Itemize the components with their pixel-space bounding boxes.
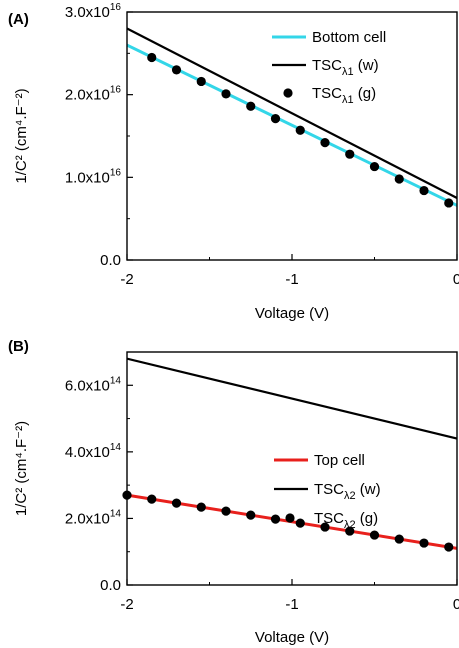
y-tick-exponent: 14 [110,375,122,386]
data-point [444,198,454,208]
legend-entry: TSCλ2 (w) [314,481,381,502]
plot-frame [126,11,458,261]
y-tick-exponent: 16 [110,85,122,96]
y-tick-mantissa: 1.0x10 [65,169,110,186]
x-tick-label: 0 [453,271,459,288]
data-point [246,510,256,520]
data-point [320,522,330,532]
plot-frame [126,351,458,586]
data-point [295,125,305,135]
panel-a: (A)-2 -1 00.01.0x10162.0x10163.0x1016Volta… [8,2,459,322]
data-point [196,76,206,87]
y-tick-label: 0.0 [100,577,121,594]
y-tick-label: 2.0x1016 [65,85,122,104]
data-point [270,114,281,124]
data-point [171,498,182,508]
legend-subscript: λ2 [344,490,356,502]
y-tick-label: 0.0 [100,252,121,269]
legend-suffix: (w) [354,57,379,74]
legend-name: TSC [312,85,342,102]
legend-entry: TSCλ1 (g) [312,85,376,106]
y-tick-label: 1.0x1016 [65,167,122,186]
y-tick-mantissa: 2.0x10 [65,87,110,104]
y-tick-exponent: 16 [110,2,122,13]
y-axis-title: 1/C² (cm⁴.F⁻²) [13,88,30,183]
legend-subscript: λ2 [344,519,356,531]
y-axis-title: 1/C² (cm⁴.F⁻²) [13,421,30,516]
y-tick-label: 4.0x1014 [65,442,122,461]
y-tick-exponent: 14 [110,442,122,453]
legend-subscript: λ1 [342,66,354,78]
x-tick-label: -2 [120,596,133,613]
data-point [246,101,256,111]
y-tick-mantissa: 3.0x10 [65,4,110,21]
data-point [196,502,206,512]
panel-label: (B) [8,338,29,355]
y-tick-label: 2.0x1014 [65,508,122,527]
data-point [369,530,380,540]
x-tick-label: -1 [285,271,298,288]
legend-marker [283,88,293,98]
data-point [147,52,157,63]
series-points-2 [147,52,454,208]
legend-entry: Top cell [314,452,365,469]
data-point [394,174,404,184]
data-point [171,65,182,75]
x-axis-title: Voltage (V) [255,305,329,322]
legend-entry: Bottom cell [312,29,386,46]
panel-label: (A) [8,11,29,28]
legend-suffix: (g) [356,510,379,527]
y-tick-mantissa: 0.0 [100,252,121,269]
legend-name: TSC [314,481,344,498]
data-point [419,185,429,196]
y-tick-exponent: 14 [110,508,122,519]
y-tick-mantissa: 4.0x10 [65,444,110,461]
series-line-1 [126,357,458,440]
x-tick-label: -1 [285,596,298,613]
y-tick-mantissa: 0.0 [100,577,121,594]
y-tick-mantissa: 6.0x10 [65,377,110,394]
legend-name: TSC [312,57,342,74]
legend-suffix: (g) [354,85,377,102]
data-point [221,506,231,516]
data-point [419,538,429,548]
x-tick-label: 0 [453,596,459,613]
y-tick-label: 3.0x1016 [65,2,122,21]
data-point [394,534,404,544]
legend-name: TSC [314,510,344,527]
legend-subscript: λ1 [342,94,354,106]
panel-b: (B)-2 -1 00.02.0x10144.0x10146.0x1014Volta… [8,338,459,646]
legend-entry: TSCλ2 (g) [314,510,378,531]
legend-suffix: (w) [356,481,381,498]
data-point [444,542,454,552]
x-axis-title: Voltage (V) [255,629,329,646]
data-point [270,514,281,524]
data-point [295,518,305,528]
x-tick-label: -2 [120,271,133,288]
legend-entry: TSCλ1 (w) [312,57,379,78]
data-point [345,149,355,159]
data-point [369,161,380,172]
data-point [320,138,330,148]
y-tick-mantissa: 2.0x10 [65,510,110,527]
data-point [147,494,157,504]
y-tick-exponent: 16 [110,167,122,178]
legend-marker [285,513,295,523]
legend-name: Bottom cell [312,29,386,46]
series-line-1 [126,27,458,199]
legend-name: Top cell [314,452,365,469]
data-point [345,526,355,536]
data-point [221,89,231,99]
y-tick-label: 6.0x1014 [65,375,122,394]
